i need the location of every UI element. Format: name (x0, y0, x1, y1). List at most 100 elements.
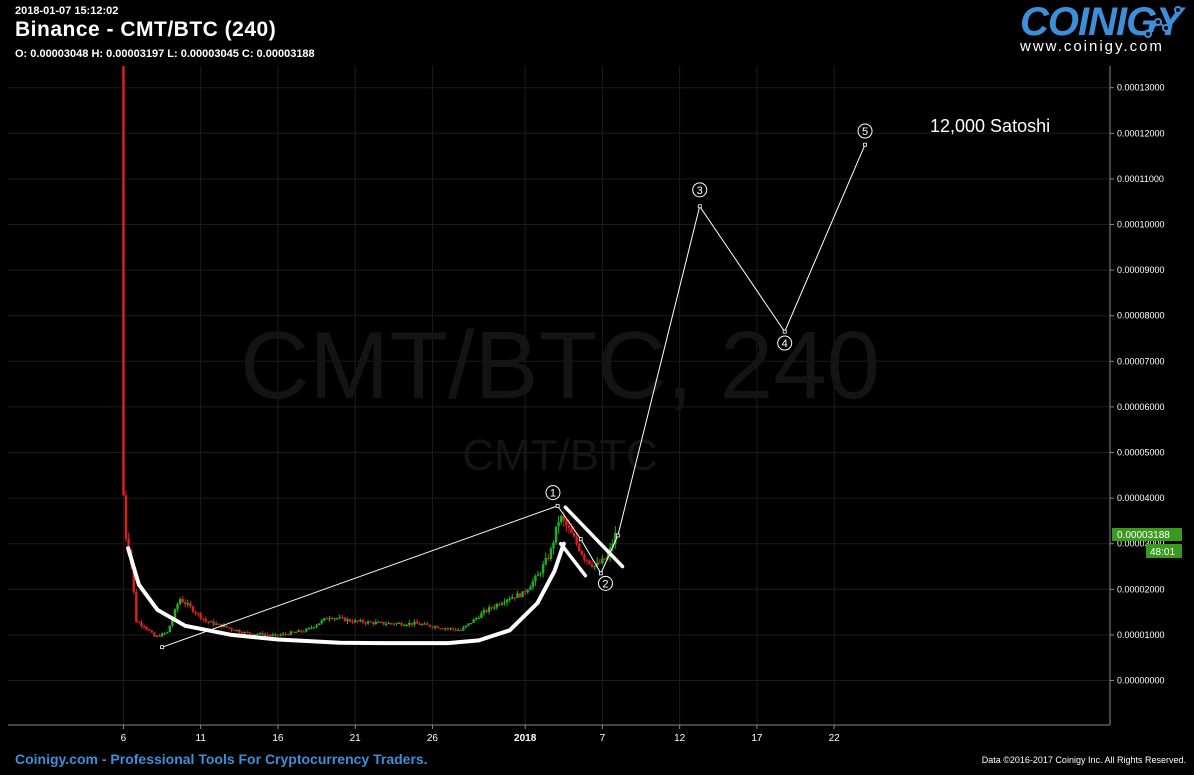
y-tick-label: 0.00012000 (1117, 128, 1165, 138)
candle-down (361, 620, 365, 623)
candle-up (235, 629, 238, 631)
candle-up (413, 621, 416, 625)
candle-up (279, 634, 282, 636)
y-tick-label: 0.00003000 (1117, 539, 1165, 549)
x-tick-label: 16 (272, 733, 284, 744)
candle-down (284, 633, 287, 635)
candle-up (405, 624, 408, 626)
candle-down (245, 631, 249, 633)
candle-down (441, 628, 444, 630)
candle-down (251, 633, 254, 635)
candle-up (320, 620, 323, 624)
candle-down (269, 635, 272, 637)
candle-up (516, 593, 519, 598)
candle-up (256, 634, 259, 636)
candle-up (166, 632, 169, 634)
candle-down (299, 630, 303, 632)
candle-up (323, 618, 326, 621)
candle-down (181, 599, 184, 603)
candle-down (575, 536, 578, 544)
candle-up (462, 627, 465, 631)
candle-down (431, 626, 434, 628)
candle-up (503, 602, 506, 604)
candle-down (122, 66, 125, 496)
candle-up (214, 623, 218, 625)
candle-up (155, 635, 159, 637)
candle-down (585, 559, 589, 561)
candle-down (196, 613, 200, 615)
candle-down (225, 625, 228, 628)
wave-label-3: 3 (692, 182, 708, 198)
footer-tagline[interactable]: Coinigy.com - Professional Tools For Cry… (15, 751, 428, 767)
candle-up (544, 558, 547, 565)
wave-point (578, 537, 583, 542)
wave-label-text: 2 (602, 578, 608, 590)
candle-up (258, 633, 262, 635)
x-tick-label: 2018 (514, 733, 537, 744)
candle-up (464, 625, 468, 628)
countdown-value: 48:01 (1150, 547, 1175, 558)
candle-up (508, 598, 511, 600)
candle-up (315, 625, 318, 628)
candle-up (614, 532, 617, 544)
y-tick-label: 0.00010000 (1117, 220, 1165, 230)
candle-up (160, 633, 164, 637)
wave-point (555, 503, 560, 508)
candle-down (583, 554, 586, 560)
candle-down (485, 610, 488, 612)
candle-down (392, 623, 396, 625)
ohlc-readout: O: 0.00003048 H: 0.00003197 L: 0.0000304… (15, 48, 315, 60)
candle-up (554, 526, 558, 543)
candle-up (449, 628, 452, 630)
candle-down (302, 631, 305, 633)
candle-up (171, 618, 174, 626)
candle-down (189, 603, 192, 607)
wave-label-circle (692, 182, 708, 198)
elliott-wave-path (161, 144, 866, 648)
drawing-overlays: 1 2 3 4 5 (126, 123, 873, 650)
candle-down (212, 621, 215, 625)
coinigy-logo[interactable]: COINIGY www.coinigy.com (1016, 0, 1188, 60)
candle-up (477, 618, 480, 620)
candle-up (335, 618, 339, 620)
candle-down (364, 622, 367, 624)
candle-up (346, 619, 349, 622)
footer-copyright: Data ©2016-2017 Coinigy Inc. All Rights … (981, 755, 1186, 765)
wave-point (615, 533, 620, 538)
candle-down (292, 631, 295, 633)
y-tick-label: 0.00008000 (1117, 311, 1165, 321)
candle-down (490, 607, 493, 609)
candle-up (307, 627, 311, 630)
y-tick-label: 0.00009000 (1117, 265, 1165, 275)
candle-down (202, 618, 205, 620)
wave-label-text: 4 (782, 338, 788, 350)
candle-up (511, 597, 514, 599)
candle-down (356, 620, 359, 622)
candle-up (539, 573, 542, 575)
candle-up (493, 607, 496, 609)
x-tick-label: 22 (829, 733, 841, 744)
watermark-small: CMT/BTC (462, 431, 658, 480)
candle-down (562, 516, 565, 521)
price-tag-box (1112, 528, 1182, 541)
candle-up (475, 618, 478, 620)
y-tick-label: 0.00013000 (1117, 83, 1165, 93)
candle-down (261, 633, 264, 636)
candle-up (557, 522, 560, 527)
candle-up (482, 610, 486, 614)
candle-down (513, 597, 517, 599)
candle-up (173, 609, 177, 619)
candle-up (243, 631, 246, 634)
candle-up (271, 634, 274, 636)
candle-down (230, 628, 233, 630)
candle-down (330, 618, 334, 620)
candle-down (382, 621, 385, 625)
candle-down (204, 619, 208, 622)
chart-title: Binance - CMT/BTC (240) (15, 18, 277, 41)
wave-label-circle (597, 575, 613, 591)
chart-timestamp: 2018-01-07 15:12:02 (15, 5, 119, 17)
candle-up (305, 629, 308, 632)
candle-up (333, 618, 336, 620)
candle-up (310, 627, 313, 629)
candle-down (428, 624, 432, 627)
